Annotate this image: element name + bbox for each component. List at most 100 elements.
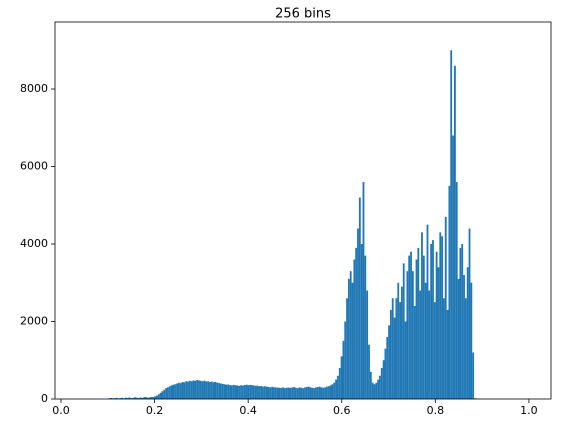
bar: [399, 302, 401, 399]
bar: [210, 381, 213, 399]
bar: [463, 275, 465, 399]
bar: [137, 398, 140, 399]
bar: [294, 387, 297, 399]
bar: [320, 387, 323, 399]
bar: [369, 371, 372, 399]
bar: [340, 356, 343, 399]
bar: [188, 380, 191, 399]
bar: [209, 381, 211, 399]
x-tick-label: 0.2: [146, 404, 164, 417]
chart-title: 256 bins: [275, 7, 331, 22]
bar: [260, 386, 263, 399]
bar: [371, 382, 374, 399]
bar: [278, 387, 281, 399]
bar: [415, 259, 418, 399]
bar: [148, 397, 151, 399]
bar: [168, 386, 171, 399]
bar: [287, 387, 290, 399]
bar: [393, 317, 396, 399]
bar: [161, 391, 164, 399]
bar: [404, 321, 407, 399]
bar: [214, 381, 217, 399]
bar: [285, 387, 288, 399]
y-tick-label: 8000: [20, 82, 48, 95]
bar: [289, 387, 292, 399]
bar: [329, 385, 332, 399]
bar: [466, 267, 469, 399]
bar: [119, 398, 122, 399]
bar: [212, 382, 215, 399]
bar: [203, 380, 206, 399]
bar: [397, 282, 400, 399]
bar: [377, 379, 380, 399]
bar: [199, 380, 202, 399]
bar: [258, 386, 261, 399]
bar: [355, 247, 358, 399]
bar: [201, 381, 204, 399]
x-tick-label: 0.8: [427, 404, 445, 417]
bar: [433, 302, 436, 399]
bar: [400, 286, 403, 399]
bar: [187, 381, 189, 399]
bar: [227, 384, 230, 399]
bar: [124, 397, 127, 399]
bar: [115, 397, 118, 399]
bar: [430, 244, 433, 399]
bar: [249, 384, 252, 399]
bar: [274, 387, 277, 399]
bar: [439, 232, 442, 399]
bar: [134, 397, 136, 399]
bar: [366, 290, 369, 399]
bar: [163, 389, 166, 399]
x-tick-label: 0.6: [333, 404, 351, 417]
bar: [192, 380, 195, 399]
bar: [437, 267, 440, 399]
bar: [316, 386, 319, 399]
bar: [315, 387, 317, 399]
bar: [364, 255, 367, 399]
bar: [304, 387, 306, 399]
bar: [402, 263, 405, 399]
bar: [256, 385, 259, 399]
bar: [135, 397, 138, 399]
bar: [247, 385, 250, 399]
bar: [443, 298, 445, 399]
bar: [205, 381, 208, 399]
bar: [263, 386, 266, 399]
bar: [152, 397, 155, 399]
bar: [273, 387, 275, 399]
bar: [132, 397, 135, 399]
y-tick-label: 0: [41, 392, 48, 405]
bar: [218, 383, 220, 399]
bar: [446, 309, 449, 399]
bar: [298, 387, 301, 399]
bar: [464, 298, 467, 399]
bar: [368, 344, 370, 399]
bar: [185, 381, 188, 399]
bar: [167, 387, 169, 399]
bar: [324, 387, 327, 399]
bar: [452, 135, 454, 399]
bar: [243, 385, 246, 399]
bar: [276, 387, 279, 399]
bar: [406, 271, 409, 399]
bar: [422, 255, 425, 399]
bar: [309, 387, 312, 399]
bar: [349, 271, 352, 399]
bar: [296, 388, 299, 399]
bar: [236, 385, 239, 399]
bar: [331, 384, 334, 399]
bar: [254, 385, 257, 399]
x-tick-label: 1.0: [520, 404, 538, 417]
bar: [336, 375, 339, 399]
bar: [389, 309, 392, 399]
bar: [307, 386, 310, 399]
bar: [234, 385, 237, 399]
bar: [139, 397, 142, 399]
bar: [395, 298, 398, 399]
bar: [181, 381, 184, 399]
bar: [417, 247, 420, 399]
bar: [357, 228, 359, 399]
bar: [468, 228, 471, 399]
bar: [344, 321, 347, 399]
